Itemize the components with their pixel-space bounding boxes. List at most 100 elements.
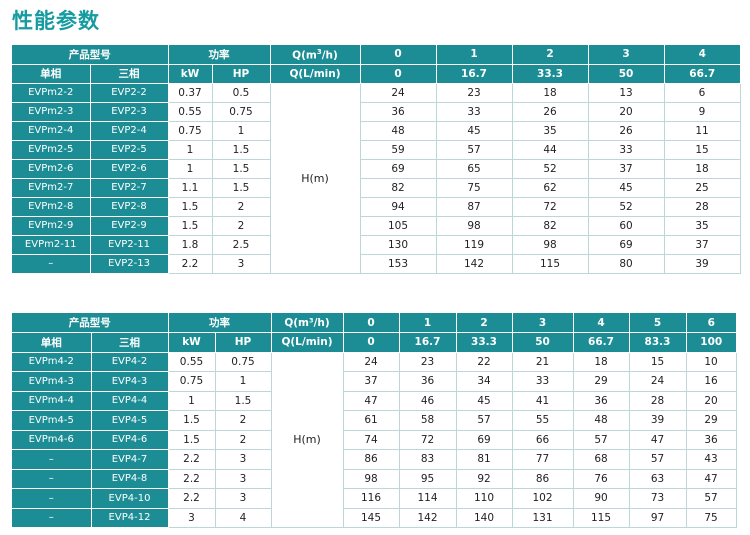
flow-lmin-value: 83.3 <box>629 332 687 353</box>
flow-lmin-value: 50 <box>588 64 665 84</box>
head-value-cell: 63 <box>629 469 687 489</box>
head-value-cell: 15 <box>664 140 741 160</box>
power-kw-cell: 1.8 <box>168 235 213 255</box>
table-row: EVPm2-5 EVP2-5 1 1.5 59 57 44 33 15 <box>12 140 741 160</box>
head-value-cell: 36 <box>399 371 457 392</box>
three-phase-header: 三相 <box>91 332 169 353</box>
head-value-cell: 130 <box>360 235 437 255</box>
head-value-cell: 153 <box>360 254 437 274</box>
power-kw-cell: 3 <box>168 508 216 528</box>
power-kw-cell: 1.1 <box>168 178 213 198</box>
flow-m3h-value: 1 <box>436 45 513 65</box>
flow-m3h-sup: 3 <box>316 47 322 56</box>
power-hp-cell: 0.75 <box>215 352 272 372</box>
head-value-cell: 72 <box>512 197 589 217</box>
flow-lmin-value: 100 <box>686 332 736 353</box>
head-value-cell: 86 <box>512 469 574 489</box>
table-row: EVPm4-5 EVP4-5 1.5 2 61 58 57 55 48 39 29 <box>12 410 737 431</box>
head-value-cell: 10 <box>686 352 737 372</box>
head-value-cell: 23 <box>399 352 457 372</box>
head-value-cell: 66 <box>512 430 574 450</box>
single-phase-header: 单相 <box>12 332 92 353</box>
head-value-cell: 45 <box>588 178 665 198</box>
head-value-cell: 82 <box>360 178 437 198</box>
single-phase-model-cell: EVPm2-9 <box>12 216 91 236</box>
flow-m3h-prefix: Q(m <box>292 49 317 61</box>
power-kw-cell: 0.55 <box>168 102 213 122</box>
power-hp-cell: 3 <box>215 449 272 470</box>
power-kw-cell: 1 <box>168 391 216 411</box>
header-row-2: 单相 三相 kW HP Q(L/min) 0 16.7 33.3 50 66.7… <box>12 332 736 353</box>
single-phase-model-cell: – <box>12 469 92 489</box>
head-value-cell: 81 <box>456 449 513 470</box>
three-phase-model-cell: EVP4-12 <box>91 508 169 528</box>
power-kw-cell: 2.2 <box>168 254 213 274</box>
three-phase-model-cell: EVP2-3 <box>90 102 169 122</box>
power-hp-cell: 1.5 <box>212 178 271 198</box>
flow-lmin-value: 33.3 <box>456 332 513 353</box>
head-value-cell: 36 <box>686 430 737 450</box>
head-value-cell: 9 <box>664 102 741 122</box>
head-value-cell: 18 <box>573 352 630 372</box>
head-value-cell: 69 <box>456 430 513 450</box>
head-value-cell: 37 <box>588 159 665 179</box>
head-value-cell: 26 <box>588 121 665 141</box>
flow-m3h-value: 0 <box>343 313 400 333</box>
head-value-cell: 15 <box>629 352 687 372</box>
three-phase-model-cell: EVP2-13 <box>90 254 169 274</box>
head-value-cell: 83 <box>399 449 457 470</box>
head-value-cell: 75 <box>686 508 737 528</box>
table-row: EVPm2-7 EVP2-7 1.1 1.5 82 75 62 45 25 <box>12 178 741 198</box>
head-value-cell: 59 <box>360 140 437 160</box>
head-value-cell: 37 <box>343 371 400 392</box>
flow-m3h-value: 3 <box>588 45 665 65</box>
head-value-cell: 77 <box>512 449 574 470</box>
three-phase-model-cell: EVP2-5 <box>90 140 169 160</box>
power-kw-cell: 1.5 <box>168 216 213 236</box>
head-value-cell: 57 <box>573 430 630 450</box>
head-value-cell: 33 <box>588 140 665 160</box>
head-value-cell: 28 <box>629 391 687 411</box>
head-value-cell: 114 <box>399 488 457 509</box>
three-phase-model-cell: EVP4-2 <box>91 352 169 372</box>
flow-m3h-header: Q(m3/h) <box>270 45 361 65</box>
head-value-cell: 115 <box>573 508 630 528</box>
power-kw-cell: 1.5 <box>168 197 213 217</box>
three-phase-model-cell: EVP2-11 <box>90 235 169 255</box>
power-kw-cell: 1.5 <box>168 410 216 431</box>
head-value-cell: 44 <box>512 140 589 160</box>
single-phase-model-cell: EVPm2-3 <box>12 102 91 122</box>
power-hp-cell: 3 <box>215 469 272 489</box>
power-group-header: 功率 <box>168 313 272 333</box>
power-hp-cell: 0.75 <box>212 102 271 122</box>
head-value-cell: 145 <box>343 508 400 528</box>
head-value-cell: 92 <box>456 469 513 489</box>
power-hp-cell: 2.5 <box>212 235 271 255</box>
three-phase-model-cell: EVP4-7 <box>91 449 169 470</box>
head-value-cell: 57 <box>436 140 513 160</box>
three-phase-model-cell: EVP2-6 <box>90 159 169 179</box>
power-kw-cell: 0.55 <box>168 352 216 372</box>
three-phase-model-cell: EVP2-8 <box>90 197 169 217</box>
head-value-cell: 13 <box>588 83 665 103</box>
single-phase-model-cell: EVPm2-7 <box>12 178 91 198</box>
flow-m3h-value: 1 <box>399 313 457 333</box>
header-row-1: 产品型号 功率 Q(m³/h) 0 1 2 3 4 5 6 <box>12 313 736 333</box>
head-value-cell: 39 <box>664 254 741 274</box>
head-value-cell: 16 <box>686 371 737 392</box>
head-value-cell: 43 <box>686 449 737 470</box>
head-value-cell: 48 <box>573 410 630 431</box>
table-row: EVPm4-6 EVP4-6 1.5 2 74 72 69 66 57 47 36 <box>12 430 737 450</box>
table-body: EVPm4-2 EVP4-2 0.55 0.75 H(m) 24 23 22 21 18 15 10 E… <box>12 352 737 528</box>
flow-m3h-header: Q(m³/h) <box>271 313 344 333</box>
head-value-cell: 72 <box>399 430 457 450</box>
flow-lmin-header: Q(L/min) <box>270 64 361 84</box>
head-value-cell: 24 <box>343 352 400 372</box>
model-group-header: 产品型号 <box>12 45 169 65</box>
three-phase-model-cell: EVP2-9 <box>90 216 169 236</box>
head-value-cell: 29 <box>686 410 737 431</box>
table-row: EVPm2-9 EVP2-9 1.5 2 105 98 82 60 35 <box>12 216 741 236</box>
flow-m3h-suffix: /h) <box>321 49 338 61</box>
head-value-cell: 57 <box>629 449 687 470</box>
head-value-cell: 58 <box>399 410 457 431</box>
